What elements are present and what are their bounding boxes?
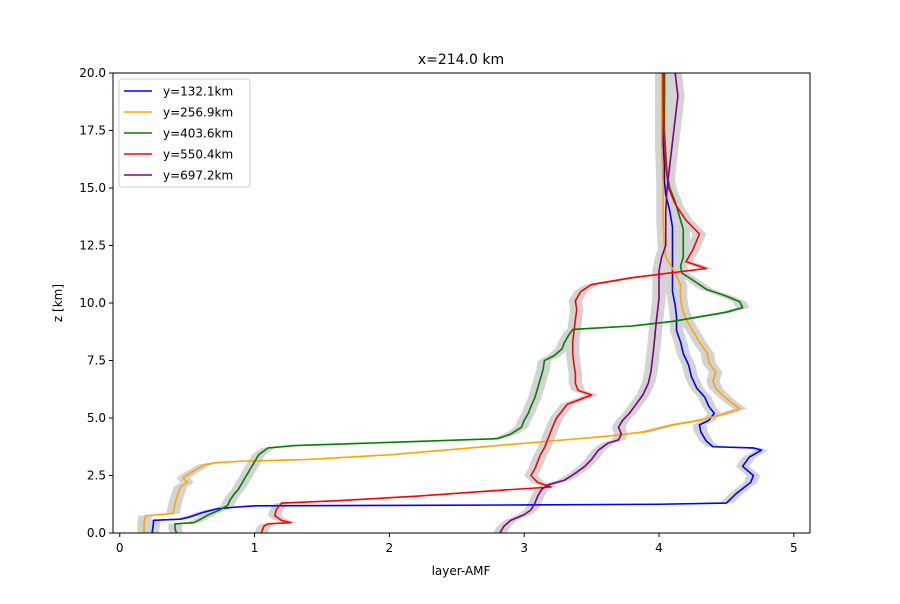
y-tick-label: 12.5	[79, 239, 106, 253]
legend-label-3: y=403.6km	[163, 127, 233, 141]
legend-box	[118, 78, 251, 188]
y-axis-label: z [km]	[51, 284, 65, 322]
x-tick-label: 1	[251, 541, 259, 555]
uncertainty-bands	[137, 73, 769, 533]
legend-label-1: y=132.1km	[163, 85, 233, 99]
series-line-2	[143, 73, 741, 533]
series-line-5	[499, 72, 679, 534]
y-tick-label: 20.0	[79, 66, 106, 80]
x-tick-label: 3	[520, 541, 528, 555]
y-tick-label: 10.0	[79, 296, 106, 310]
x-axis-label: layer-AMF	[432, 564, 491, 578]
x-tick-label: 5	[790, 541, 798, 555]
chart-title: x=214.0 km	[418, 52, 504, 68]
series-line-4	[260, 73, 707, 534]
y-tick-label: 2.5	[87, 469, 106, 483]
x-tick-label: 4	[655, 541, 663, 555]
y-tick-label: 7.5	[87, 354, 106, 368]
series-line-1	[151, 73, 763, 534]
y-axis: 0.0 2.5 5.0 7.5 10.0 12.5 15.0 17.5 20.0	[79, 66, 113, 540]
legend-label-4: y=550.4km	[163, 148, 233, 162]
uncertainty-band-4	[254, 73, 713, 533]
x-tick-label: 2	[386, 541, 394, 555]
y-tick-label: 15.0	[79, 181, 106, 195]
series-lines	[143, 72, 763, 534]
y-tick-label: 17.5	[79, 124, 106, 138]
legend-label-5: y=697.2km	[163, 169, 233, 183]
legend-label-2: y=256.9km	[163, 106, 233, 120]
x-axis: 0 1 2 3 4 5	[116, 533, 798, 555]
y-tick-label: 0.0	[87, 526, 106, 540]
y-tick-label: 5.0	[87, 411, 106, 425]
legend: y=132.1km y=256.9km y=403.6km y=550.4km y=69…	[118, 78, 251, 188]
x-tick-label: 0	[116, 541, 124, 555]
series-line-3	[174, 73, 744, 534]
